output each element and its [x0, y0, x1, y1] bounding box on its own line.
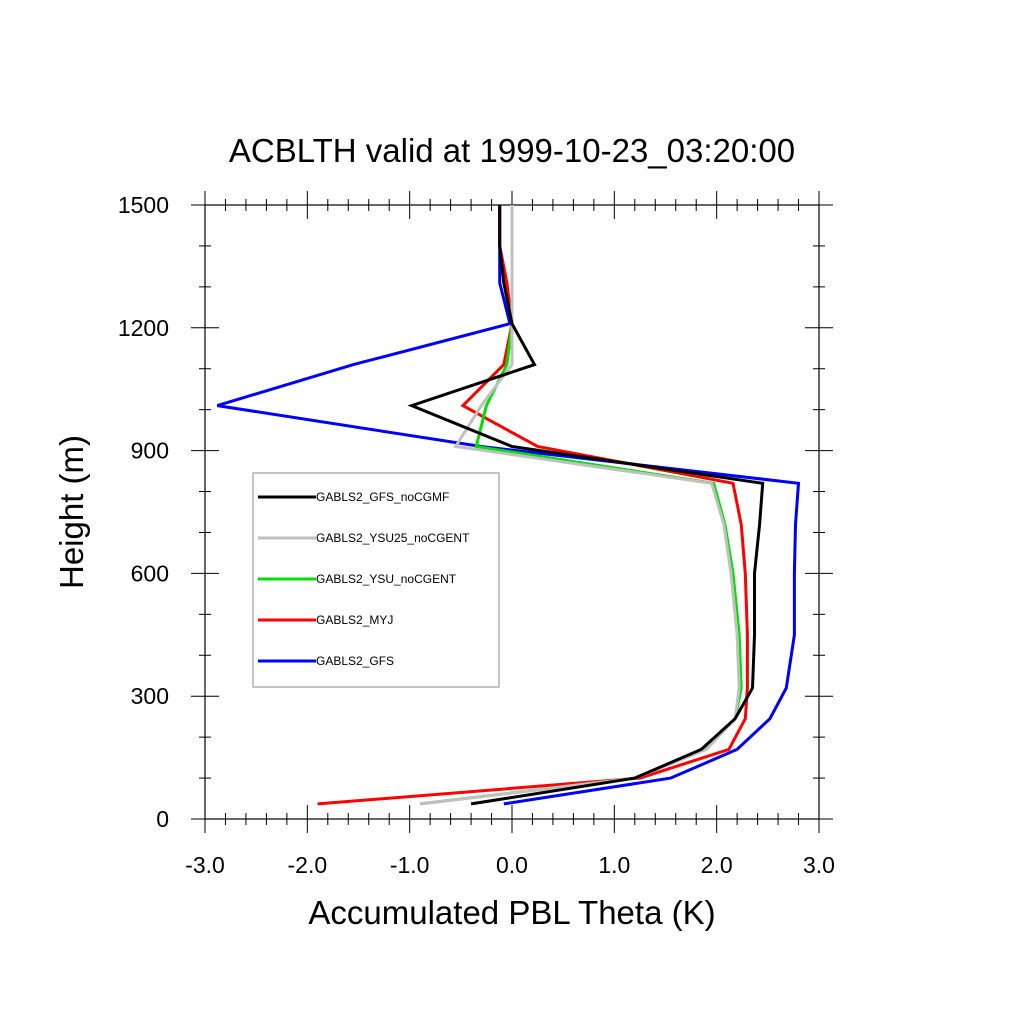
- legend-label: GABLS2_YSU_noCGENT: [316, 572, 457, 586]
- x-tick-label: 2.0: [701, 852, 733, 878]
- x-tick-label: -1.0: [390, 852, 430, 878]
- x-tick-label: -3.0: [185, 852, 225, 878]
- y-tick-label: 300: [131, 683, 169, 709]
- x-tick-label: 3.0: [803, 852, 835, 878]
- series-line-gabls2-gfs: [216, 205, 801, 806]
- y-tick-label: 0: [156, 806, 169, 832]
- series-lines: [216, 205, 801, 806]
- y-tick-label: 1500: [118, 192, 169, 218]
- y-tick-label: 600: [131, 560, 169, 586]
- y-axis-title: Height (m): [53, 435, 90, 589]
- series-line-gabls2-myj: [317, 205, 749, 806]
- legend-label: GABLS2_GFS: [316, 654, 394, 668]
- legend-entries: GABLS2_GFS_noCGMF GABLS2_YSU25_noCGENT GAB…: [258, 490, 470, 668]
- y-tick-label: 900: [131, 438, 169, 464]
- x-axis-title: Accumulated PBL Theta (K): [308, 894, 715, 931]
- legend-label: GABLS2_YSU25_noCGENT: [316, 531, 470, 545]
- minor-ticks: [199, 199, 825, 825]
- legend-label: GABLS2_MYJ: [316, 613, 393, 627]
- x-tick-label: 1.0: [598, 852, 630, 878]
- legend: GABLS2_GFS_noCGMF GABLS2_YSU25_noCGENT GAB…: [252, 472, 500, 688]
- chart-title: ACBLTH valid at 1999-10-23_03:20:00: [229, 132, 795, 169]
- y-tick-label: 1200: [118, 315, 169, 341]
- x-tick-label: 0.0: [496, 852, 528, 878]
- series-line-gabls2-ysu25-nocgent: [419, 205, 741, 806]
- series-line-gabls2-gfs-nocgmf: [407, 205, 765, 806]
- x-tick-label: -2.0: [288, 852, 328, 878]
- y-tick-labels: 0 300 600 900 1200 1500: [118, 192, 169, 832]
- legend-label: GABLS2_GFS_noCGMF: [316, 490, 449, 504]
- x-tick-labels: -3.0 -2.0 -1.0 0.0 1.0 2.0 3.0: [185, 852, 835, 878]
